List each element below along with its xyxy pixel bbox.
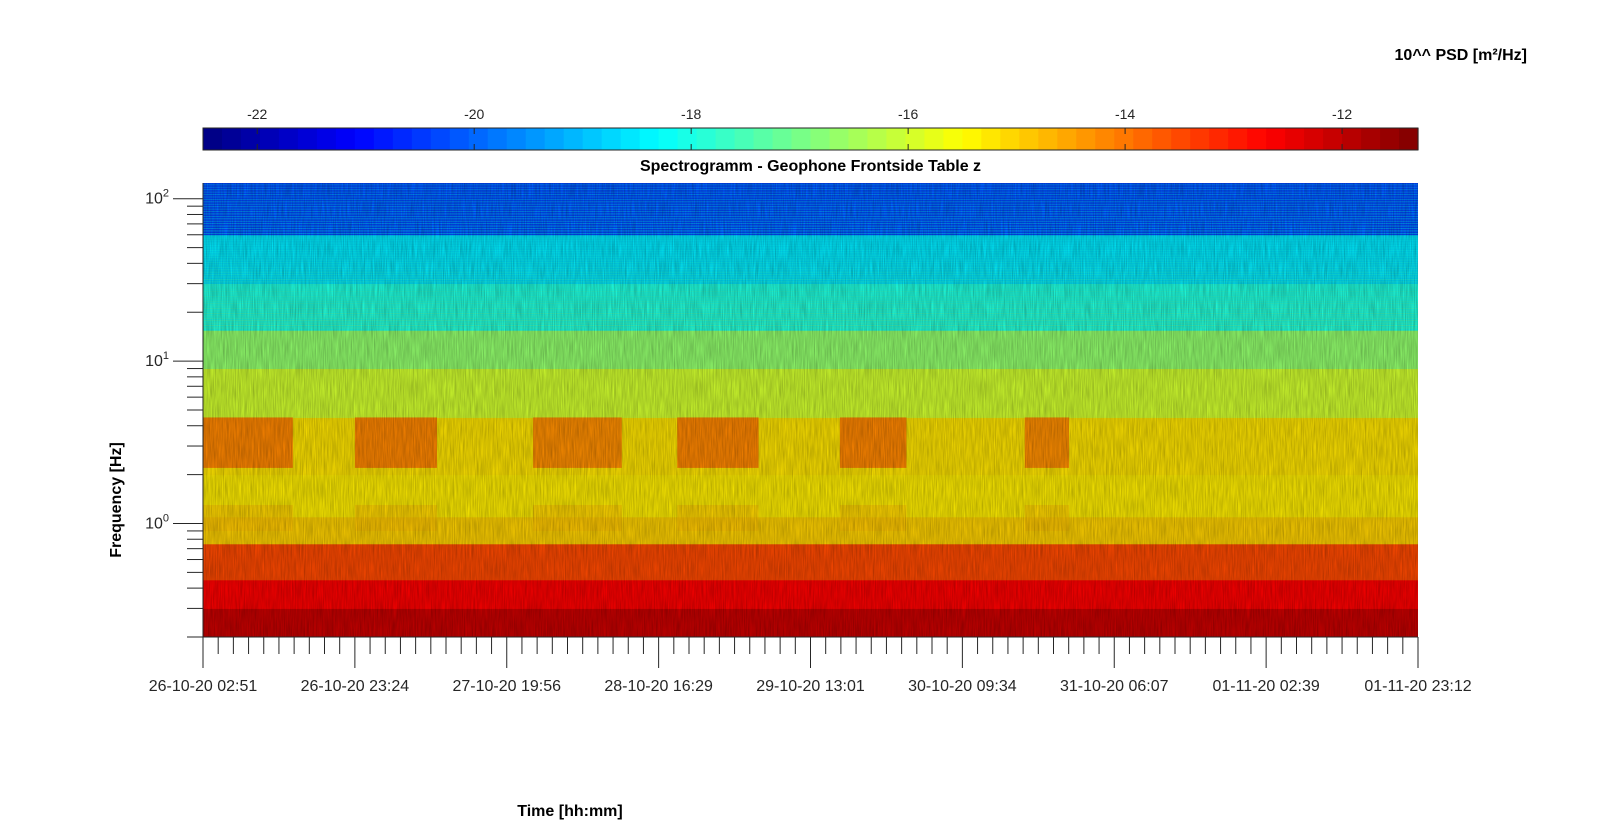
- colorbar-swatch: [316, 128, 337, 150]
- colorbar-swatch: [734, 128, 755, 150]
- colorbar-swatch: [259, 128, 280, 150]
- colorbar-frame: [202, 127, 1419, 151]
- colorbar-swatch: [658, 128, 679, 150]
- colorbar-swatch: [696, 128, 717, 150]
- colorbar-swatch: [1266, 128, 1286, 150]
- colorbar-swatch: [1133, 128, 1153, 150]
- x-tick-label: 29-10-20 13:01: [756, 678, 865, 695]
- colorbar-swatch: [639, 128, 660, 150]
- colorbar-swatch: [867, 128, 888, 150]
- colorbar-unit-label: 10^^ PSD [m²/Hz]: [1394, 47, 1527, 64]
- x-tick-label: 30-10-20 09:34: [908, 678, 1017, 695]
- colorbar-swatch: [373, 128, 394, 150]
- colorbar-swatch: [1285, 128, 1305, 150]
- colorbar-swatch: [392, 128, 413, 150]
- colorbar-swatch: [772, 128, 793, 150]
- colorbar-swatch: [601, 128, 622, 150]
- y-tick-label: 101: [145, 350, 169, 370]
- colorbar-swatch: [905, 128, 926, 150]
- colorbar-swatch: [297, 128, 318, 150]
- colorbar-swatch: [1228, 128, 1248, 150]
- chart-title: Spectrogramm - Geophone Frontside Table …: [639, 158, 982, 175]
- y-axis: 100 101 102: [145, 183, 204, 638]
- colorbar-swatch: [924, 128, 944, 150]
- colorbar-swatch: [468, 128, 489, 150]
- colorbar-swatch: [848, 128, 869, 150]
- colorbar-swatch: [962, 128, 982, 150]
- colorbar-tick-label: -22: [247, 106, 267, 122]
- colorbar-swatch: [221, 128, 242, 150]
- colorbar-tick-label: -16: [898, 106, 918, 122]
- colorbar-swatch: [1038, 128, 1058, 150]
- colorbar-swatch: [449, 128, 470, 150]
- colorbar-swatch: [753, 128, 774, 150]
- colorbar-swatch: [430, 128, 451, 150]
- colorbar-swatch: [886, 128, 907, 150]
- colorbar-tick-label: -20: [464, 106, 484, 122]
- colorbar-swatch: [544, 128, 565, 150]
- colorbar-swatch: [1000, 128, 1020, 150]
- colorbar-tick-label: -18: [681, 106, 701, 122]
- colorbar-ticks: -22 -20 -18 -16 -14 -12: [247, 106, 1352, 150]
- colorbar-swatch: [354, 128, 375, 150]
- colorbar-swatch: [240, 128, 261, 150]
- colorbar-swatch: [487, 128, 508, 150]
- colorbar-swatch: [582, 128, 603, 150]
- colorbar-swatch: [1076, 128, 1096, 150]
- colorbar-swatch: [335, 128, 356, 150]
- x-tick-label: 31-10-20 06:07: [1060, 678, 1169, 695]
- colorbar-swatch: [943, 128, 963, 150]
- colorbar-swatch: [525, 128, 546, 150]
- colorbar-swatch: [620, 128, 641, 150]
- colorbar-swatch: [791, 128, 812, 150]
- colorbar-swatch: [506, 128, 527, 150]
- colorbar-swatch: [1342, 128, 1362, 150]
- colorbar-swatch: [1152, 128, 1172, 150]
- colorbar-swatch: [677, 128, 698, 150]
- colorbar-swatch: [1399, 128, 1419, 150]
- x-tick-label: 27-10-20 19:56: [452, 678, 561, 695]
- colorbar-swatch: [278, 128, 299, 150]
- colorbar-swatch: [1247, 128, 1267, 150]
- colorbar-swatch: [203, 128, 223, 150]
- x-tick-label: 26-10-20 02:51: [149, 678, 258, 695]
- colorbar-swatch: [810, 128, 831, 150]
- colorbar-swatch: [981, 128, 1001, 150]
- colorbar-swatch: [411, 128, 432, 150]
- colorbar-swatch: [1114, 128, 1134, 150]
- x-tick-label: 01-11-20 23:12: [1364, 678, 1471, 695]
- y-tick-label: 102: [145, 188, 169, 208]
- x-tick-label: 01-11-20 02:39: [1212, 678, 1319, 695]
- colorbar-swatch: [563, 128, 584, 150]
- x-axis-label: Time [hh:mm]: [517, 803, 623, 820]
- colorbar: [202, 127, 1419, 151]
- colorbar-swatch: [1209, 128, 1229, 150]
- x-tick-label: 28-10-20 16:29: [604, 678, 713, 695]
- colorbar-swatch: [1323, 128, 1343, 150]
- colorbar-swatch: [1171, 128, 1191, 150]
- x-axis: 26-10-20 02:51 26-10-20 23:24 27-10-20 19:…: [149, 636, 1472, 695]
- colorbar-swatch: [1019, 128, 1039, 150]
- colorbar-swatch: [1304, 128, 1324, 150]
- x-tick-label: 26-10-20 23:24: [301, 678, 410, 695]
- heatmap-texture: [203, 183, 1418, 637]
- colorbar-tick-label: -14: [1115, 106, 1135, 122]
- colorbar-swatch: [1380, 128, 1400, 150]
- colorbar-swatch: [1190, 128, 1210, 150]
- colorbar-swatch: [829, 128, 850, 150]
- colorbar-tick-label: -12: [1332, 106, 1352, 122]
- colorbar-swatch: [1361, 128, 1381, 150]
- colorbar-swatch: [715, 128, 736, 150]
- colorbar-swatch: [1095, 128, 1115, 150]
- colorbar-swatch: [1057, 128, 1077, 150]
- y-tick-label: 100: [145, 513, 169, 533]
